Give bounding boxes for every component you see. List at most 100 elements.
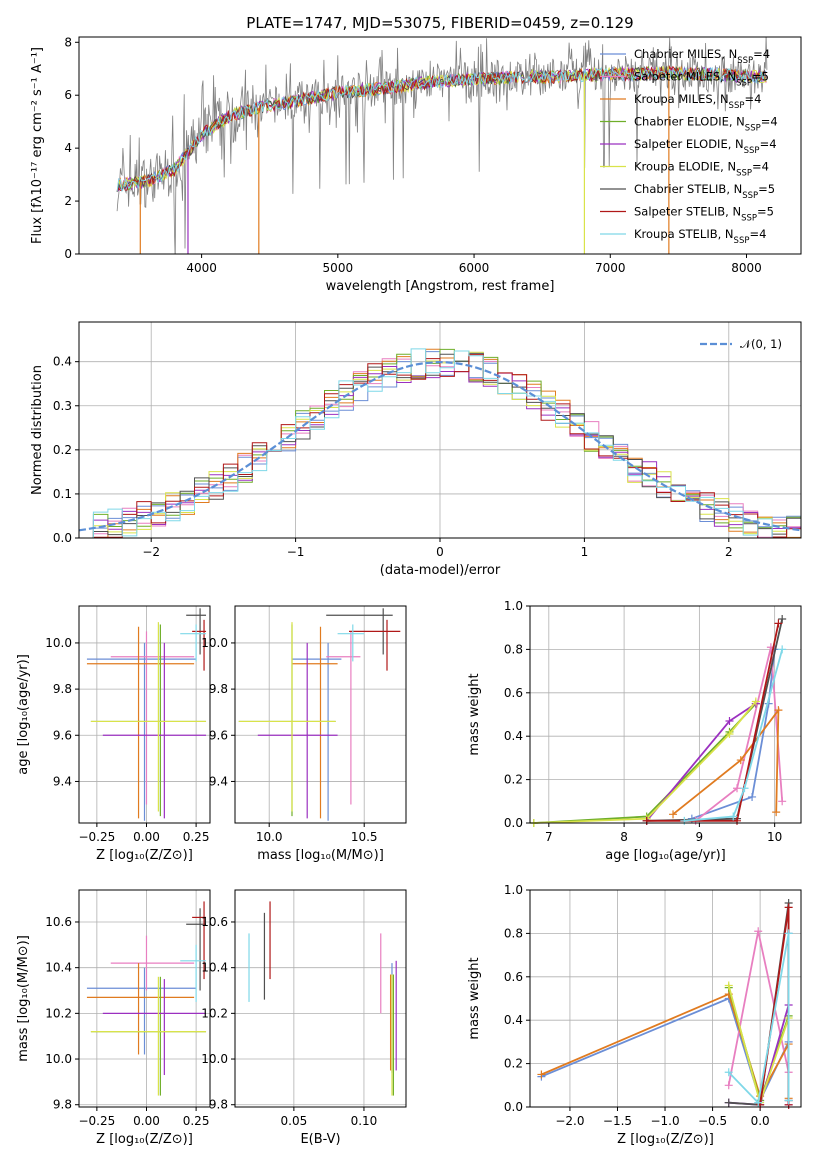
legend-subscript: SSP (734, 236, 750, 246)
normal-legend-label: 𝒩(0, 1) (740, 337, 782, 351)
x-tick-label: −0.25 (78, 1114, 115, 1128)
legend-label: Kroupa MILES, N (634, 92, 729, 106)
legend-subscript: SSP (741, 214, 757, 224)
axes-frame (78, 889, 211, 1108)
mass-weight-line (533, 700, 757, 824)
y-axis-label: mass [log₁₀(M/M⊙)] (16, 935, 31, 1062)
axes-frame (529, 889, 802, 1108)
legend-entry: Kroupa MILES, NSSP=4 (634, 92, 761, 111)
y-tick-label: 0.4 (504, 729, 523, 743)
age-vs-mass-panel: 10.0 10.5 9.4 9.6 9.8 10.0 mass [log₁₀(M/M⊙)] (201, 605, 407, 863)
x-tick-label: −2 (142, 545, 160, 559)
mass-weight-marker (736, 756, 745, 765)
y-tick-label: 10.0 (45, 1052, 72, 1066)
mass-weight-marker (784, 1096, 793, 1105)
y-tick-label: 10.4 (201, 961, 228, 975)
mass-weight-marker (784, 929, 793, 938)
y-tick-label: 0.6 (504, 970, 523, 984)
mass-weight-marker (740, 784, 749, 793)
axes-frame (234, 605, 407, 824)
mass-weight-marker (778, 797, 787, 806)
mass-weight-marker (724, 981, 733, 990)
mass-weight-line (728, 933, 790, 1105)
x-axis-label: E(B-V) (300, 1132, 340, 1147)
mass-weight-marker (729, 812, 738, 821)
mass-weight-marker (772, 808, 781, 817)
y-tick-label: 0.6 (504, 686, 523, 700)
legend-count: =4 (749, 227, 766, 241)
y-tick-label: 0.2 (504, 1057, 523, 1071)
x-tick-label: 0.25 (183, 830, 210, 844)
legend-subscript: SSP (736, 169, 752, 179)
y-tick-label: 0.8 (504, 642, 523, 656)
x-tick-label: 7000 (595, 261, 626, 275)
y-axis-label: mass weight (467, 673, 482, 755)
y-axis-label: Normed distribution (30, 365, 45, 495)
x-tick-label: 9 (696, 830, 704, 844)
legend-entry: Kroupa ELODIE, NSSP=4 (634, 160, 769, 179)
y-tick-label: 0.2 (53, 443, 72, 457)
x-tick-label: −0.25 (78, 830, 115, 844)
x-tick-label: 0.0 (751, 1114, 770, 1128)
mass-weight-marker (724, 1068, 733, 1077)
mass-weight-line (691, 649, 776, 820)
x-tick-label: −1.0 (650, 1114, 679, 1128)
y-tick-label: 9.8 (53, 1098, 72, 1112)
x-axis-label: age [log₁₀(age/yr)] (605, 848, 726, 863)
x-axis-label: wavelength [Angstrom, rest frame] (326, 279, 555, 294)
y-tick-label: 9.6 (209, 728, 228, 742)
legend-subscript: SSP (742, 191, 758, 201)
y-tick-label: 10.0 (201, 1052, 228, 1066)
y-tick-label: 0.0 (53, 531, 72, 545)
y-tick-label: 1.0 (504, 599, 523, 613)
y-axis-label: mass weight (467, 957, 482, 1039)
model-spectrum-line (116, 66, 767, 193)
x-tick-label: 10.0 (256, 830, 283, 844)
y-tick-label: 6 (64, 88, 72, 102)
metallicity-mass-weight-panel: −2.0 −1.5 −1.0 −0.5 0.0 0.0 0.2 0.4 0.6 0.8 1.0 Z [… (467, 883, 802, 1147)
x-tick-label: 1 (581, 545, 589, 559)
x-tick-label: 6000 (459, 261, 490, 275)
y-tick-label: 10.0 (45, 636, 72, 650)
mass-weight-line (533, 702, 757, 824)
legend-count: =4 (744, 92, 761, 106)
x-tick-label: 8000 (731, 261, 762, 275)
y-tick-label: 8 (64, 35, 72, 49)
y-tick-label: 0.1 (53, 487, 72, 501)
legend-entry: Salpeter STELIB, NSSP=5 (634, 205, 774, 224)
y-tick-label: 10.0 (201, 636, 228, 650)
x-tick-label: 10.5 (351, 830, 378, 844)
mass-weight-marker (774, 619, 783, 628)
x-axis-label: mass [log₁₀(M/M⊙)] (257, 848, 384, 863)
mass-weight-marker (680, 816, 689, 825)
y-tick-label: 0.8 (504, 926, 523, 940)
mass-weight-marker (725, 717, 734, 726)
x-axis-label: Z [log₁₀(Z/Z⊙)] (96, 848, 193, 863)
mass-weight-marker (724, 1081, 733, 1090)
legend-label: Chabrier STELIB, N (634, 182, 742, 196)
x-tick-label: 2 (725, 545, 733, 559)
x-axis-label: Z [log₁₀(Z/Z⊙)] (96, 1132, 193, 1147)
legend-subscript: SSP (729, 101, 745, 111)
x-tick-label: 0.05 (281, 1114, 308, 1128)
mass-weight-line (695, 646, 784, 822)
legend-subscript: SSP (745, 124, 761, 134)
axes-frame (529, 605, 802, 824)
mass-weight-marker (733, 784, 742, 793)
legend-subscript: SSP (744, 146, 760, 156)
y-tick-label: 0.4 (504, 1013, 523, 1027)
x-tick-label: 8 (620, 830, 628, 844)
mass-weight-line (727, 985, 790, 1106)
legend-subscript: SSP (736, 79, 752, 89)
y-axis-label: age [log₁₀(age/yr)] (16, 654, 31, 775)
y-tick-label: 0 (64, 247, 72, 261)
mass-weight-marker (724, 1098, 733, 1107)
mass-weight-marker (754, 1098, 763, 1107)
y-tick-label: 0.2 (504, 773, 523, 787)
legend-label: Chabrier ELODIE, N (634, 115, 745, 129)
legend-subscript: SSP (737, 56, 753, 66)
x-tick-label: −2.0 (555, 1114, 584, 1128)
x-tick-label: 7 (545, 830, 553, 844)
